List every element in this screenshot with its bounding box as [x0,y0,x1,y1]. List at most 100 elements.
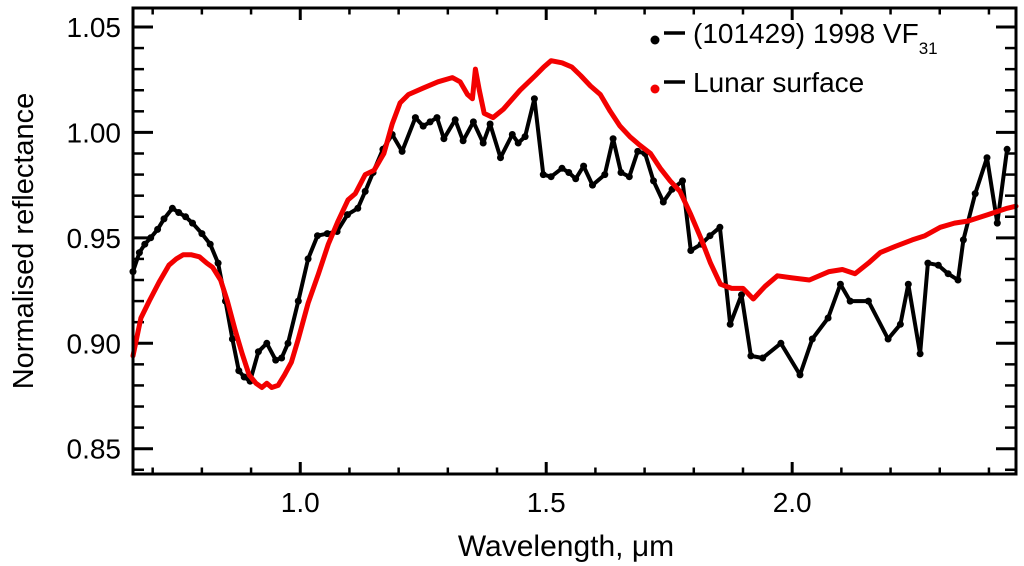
plot-frame [131,6,1018,476]
series-asteroid-1998-vf31-marker [808,335,816,343]
legend-marker-dot-asteroid-1998-vf31 [650,35,660,45]
y-tick-label: 1.05 [67,12,122,43]
series-asteroid-1998-vf31-marker [738,291,745,299]
series-asteroid-1998-vf31-marker [278,354,286,362]
series-asteroid-1998-vf31-marker [198,230,206,238]
series-asteroid-1998-vf31-marker [135,249,143,257]
series-asteroid-1998-vf31-marker [589,181,596,189]
legend: (101429) 1998 VF31 Lunar surface [650,18,938,98]
series-asteroid-1998-vf31-marker [983,154,991,162]
series-asteroid-1998-vf31-marker [361,187,369,195]
series-asteroid-1998-vf31-marker [521,133,529,141]
series-asteroid-1998-vf31-marker [846,297,854,305]
series-asteroid-1998-vf31-marker [235,367,243,375]
series-asteroid-1998-vf31-marker [687,247,695,254]
series-asteroid-1998-vf31-marker [896,320,904,328]
legend-marker-dot-lunar-surface [650,84,660,94]
series-asteroid-1998-vf31-marker [679,177,686,185]
series-asteroid-1998-vf31-marker [514,139,522,147]
series-asteroid-1998-vf31-marker [759,354,767,362]
series-asteroid-1998-vf31-marker [486,120,494,128]
series-asteroid-1998-vf31-marker [530,95,538,103]
series-asteroid-1998-vf31-marker [580,162,588,170]
x-tick-label: 2.0 [773,487,812,518]
series-asteroid-1998-vf31-marker [716,223,724,231]
series-asteroid-1998-vf31-marker [228,335,236,343]
series-asteroid-1998-vf31-marker [777,339,785,347]
x-tick-label: 1.5 [527,487,566,518]
series-asteroid-1998-vf31-marker [497,154,504,162]
series-asteroid-1998-vf31-marker [314,232,321,240]
series-asteroid-1998-vf31-marker [916,350,924,358]
series-asteroid-1998-vf31-marker [726,320,734,328]
series-asteroid-1998-vf31-marker [304,255,312,263]
series-asteroid-1998-vf31-marker [508,131,516,138]
series-asteroid-1998-vf31-marker [398,147,406,155]
series-asteroid-1998-vf31-marker [411,114,419,122]
y-tick-label: 0.85 [67,434,122,465]
series-asteroid-1998-vf31-marker [796,371,804,379]
legend-label-asteroid-1998-vf31: (101429) 1998 VF31 [693,18,938,58]
series-asteroid-1998-vf31-marker [864,297,872,305]
y-tick-label: 0.90 [67,328,122,359]
series-asteroid-1998-vf31-marker [634,147,642,155]
series-asteroid-1998-vf31-marker [206,240,214,248]
series-asteroid-1998-vf31-marker [924,259,932,267]
y-tick-label: 1.00 [67,117,122,148]
y-axis-title: Normalised reflectance [8,93,40,390]
series-asteroid-1998-vf31-marker [141,240,149,248]
series-asteroid-1998-vf31-marker [944,270,952,278]
series-asteroid-1998-vf31-marker [459,137,467,145]
series-asteroid-1998-vf31-marker [294,297,302,305]
series-asteroid-1998-vf31-marker [934,261,942,269]
series-asteroid-1998-vf31-marker [323,230,331,238]
series-asteroid-1998-vf31-marker [609,135,617,143]
series-asteroid-1998-vf31-marker [565,169,573,176]
x-axis-title: Wavelength, μm [458,530,674,563]
series-asteroid-1998-vf31-marker [419,122,427,130]
axis-ticks [133,8,1016,474]
legend-label-lunar-surface: Lunar surface [693,67,864,98]
series-asteroid-1998-vf31-marker [175,209,183,216]
series-asteroid-1998-vf31-marker [469,118,477,126]
series-lunar-surface-line [130,58,1019,390]
series-asteroid-1998-vf31-marker [451,116,459,124]
series-asteroid-1998-vf31-marker [706,232,714,240]
series-asteroid-1998-vf31-marker [959,236,967,244]
series-asteroid-1998-vf31-marker [354,204,362,212]
series-asteroid-1998-vf31-marker [147,234,155,242]
series-asteroid-1998-vf31-marker [240,373,248,381]
series-asteroid-1998-vf31-marker [440,135,448,143]
series-asteroid-1998-vf31-marker [954,276,962,284]
series-asteroid-1998-vf31-marker [824,314,832,322]
series-asteroid-1998-vf31-marker [272,356,280,364]
series-asteroid-1998-vf31-marker [558,164,566,172]
series-asteroid-1998-vf31-marker [263,339,271,347]
series-asteroid-1998-vf31-marker [884,335,892,343]
series-asteroid-1998-vf31-marker [993,219,1001,227]
series-asteroid-1998-vf31-marker [747,352,755,360]
series-asteroid-1998-vf31-marker [572,175,580,183]
series-asteroid-1998-vf31-marker [433,114,441,122]
series-asteroid-1998-vf31-marker [189,219,196,227]
series-asteroid-1998-vf31-marker [659,198,667,206]
y-tick-label: 0.95 [67,223,122,254]
series-asteroid-1998-vf31-marker [547,173,555,181]
series-asteroid-1998-vf31-marker [625,173,633,181]
series-asteroid-1998-vf31-marker [182,213,190,221]
series-asteroid-1998-vf31-marker [904,280,912,288]
x-tick-label: 1.0 [281,487,320,518]
series-asteroid-1998-vf31-marker [971,190,979,198]
axis-tick-labels: 1.0 1.5 2.0 0.85 0.90 0.95 1.00 1.05 [67,12,812,518]
series-asteroid-1998-vf31-marker [284,339,292,347]
series-asteroid-1998-vf31-marker [601,171,609,179]
series-asteroid-1998-vf31-marker [214,259,222,267]
series-asteroid-1998-vf31-line [131,96,1010,384]
data-series [129,58,1019,390]
series-asteroid-1998-vf31-marker [254,348,262,356]
series-asteroid-1998-vf31-marker [168,204,176,212]
series-asteroid-1998-vf31-marker [539,171,547,179]
series-asteroid-1998-vf31-marker [650,177,657,185]
